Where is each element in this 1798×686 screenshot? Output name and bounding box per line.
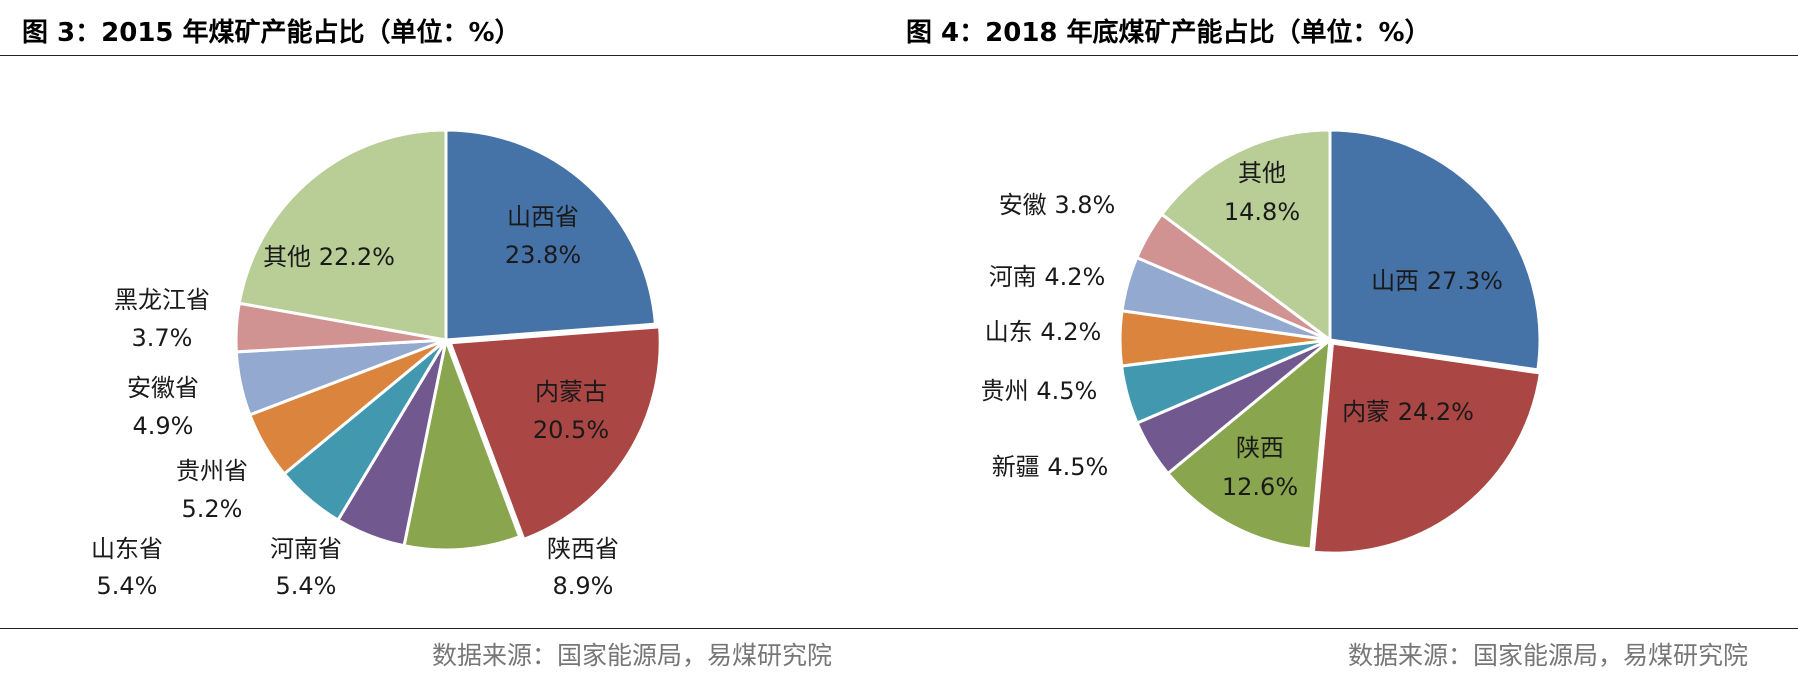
pie-chart-2018: 山西 27.3% 内蒙 24.2% 陕西 12.6% 新疆 4.5% 贵州 4.5% 山东 … [981, 128, 1542, 555]
slice-label-value: 20.5% [533, 416, 609, 444]
chart-panel-2015: 图 3：2015 年煤矿产能占比（单位：%） 山西省 23.8% 内蒙古 20.5% 陕… [0, 0, 890, 686]
slice-label: 河南 4.2% [989, 263, 1106, 291]
slice-label-name: 山东省 [91, 535, 163, 563]
slice-label: 内蒙 24.2% [1342, 398, 1474, 426]
pie-slice [402, 338, 522, 552]
pie-slice [1311, 341, 1542, 555]
slice-label-name: 贵州省 [176, 457, 248, 485]
slice-label-value: 5.4% [276, 572, 337, 600]
slice-label-name: 陕西省 [547, 535, 619, 563]
slice-label-value: 5.2% [182, 495, 243, 523]
footer-divider [890, 628, 1798, 629]
slice-label-name: 山西省 [507, 203, 579, 231]
slice-label-name: 安徽省 [127, 374, 199, 402]
chart-title: 图 3：2015 年煤矿产能占比（单位：%） [22, 18, 521, 48]
slice-label: 山西 27.3% [1371, 267, 1503, 295]
slice-label: 贵州 4.5% [981, 377, 1098, 405]
slice-label-value: 3.7% [132, 324, 193, 352]
pie-slice [1160, 128, 1332, 342]
title-divider [0, 55, 890, 56]
pie-chart-2015: 山西省 23.8% 内蒙古 20.5% 陕西省 8.9% 河南省 5.4% 山东省 5.4% 贵州省… [91, 128, 662, 600]
pie-slice [1328, 128, 1542, 372]
slice-label-value: 12.6% [1222, 473, 1298, 501]
slice-label-name: 河南省 [270, 535, 342, 563]
slice-label-value: 5.4% [97, 572, 158, 600]
pie-slice [444, 128, 657, 342]
slice-label: 安徽 3.8% [999, 191, 1116, 219]
chart-panel-2018: 图 4：2018 年底煤矿产能占比（单位：%） 山西 27.3% 内蒙 24.2%… [890, 0, 1798, 686]
slice-label-name: 黑龙江省 [114, 286, 210, 314]
slice-label: 新疆 4.5% [992, 453, 1109, 481]
source-note: 数据来源：国家能源局，易煤研究院 [432, 641, 833, 670]
slice-label-value: 4.9% [133, 412, 194, 440]
slice-label: 山东 4.2% [985, 318, 1102, 346]
pie-slice [237, 128, 448, 342]
chart-title: 图 4：2018 年底煤矿产能占比（单位：%） [906, 18, 1431, 48]
source-note: 数据来源：国家能源局，易煤研究院 [1348, 641, 1749, 670]
footer-divider [0, 628, 890, 629]
title-divider [890, 55, 1798, 56]
slice-label-value: 8.9% [553, 572, 614, 600]
pie-slice [1166, 338, 1332, 551]
slice-label: 其他 22.2% [263, 243, 395, 271]
slice-label-name: 内蒙古 [535, 378, 607, 406]
slice-label-value: 23.8% [505, 241, 581, 269]
slice-label-value: 14.8% [1224, 198, 1300, 226]
slice-label-name: 陕西 [1236, 434, 1284, 462]
pie-slice [448, 325, 662, 541]
slice-label-name: 其他 [1238, 159, 1286, 187]
